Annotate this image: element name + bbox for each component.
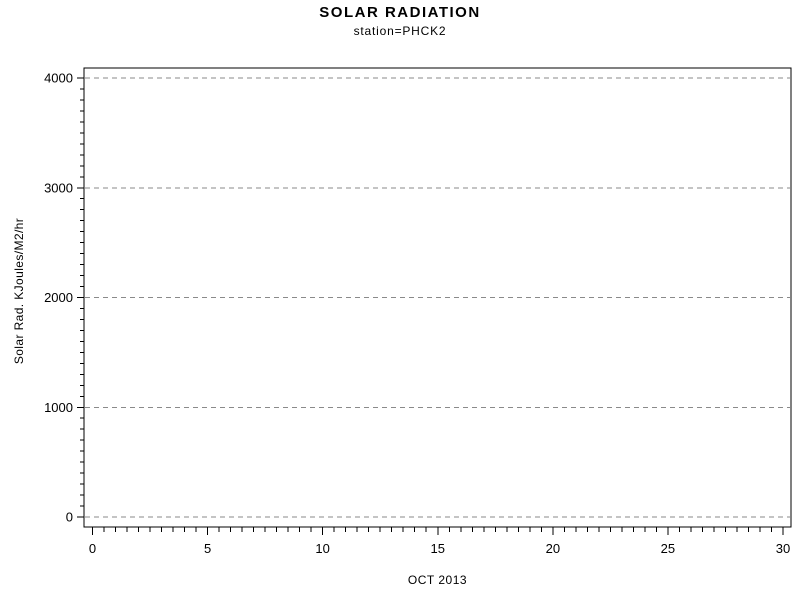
x-tick-label: 10 [315,541,329,556]
x-tick-label: 25 [661,541,675,556]
x-tick-label: 0 [89,541,96,556]
y-tick-label: 2000 [44,290,73,305]
y-tick-label: 0 [66,510,73,525]
chart-subtitle: station=PHCK2 [353,24,447,38]
x-tick-label: 30 [776,541,790,556]
y-tick-label: 3000 [44,180,73,195]
y-tick-label: 1000 [44,400,73,415]
chart-title: SOLAR RADIATION [319,4,481,21]
x-tick-label: 15 [431,541,445,556]
x-axis-label: OCT 2013 [407,573,468,587]
x-tick-label: 5 [204,541,211,556]
x-tick-label: 20 [546,541,560,556]
y-axis-label: Solar Rad. KJoules/M2/hr [12,217,26,365]
y-tick-label: 4000 [44,71,73,86]
